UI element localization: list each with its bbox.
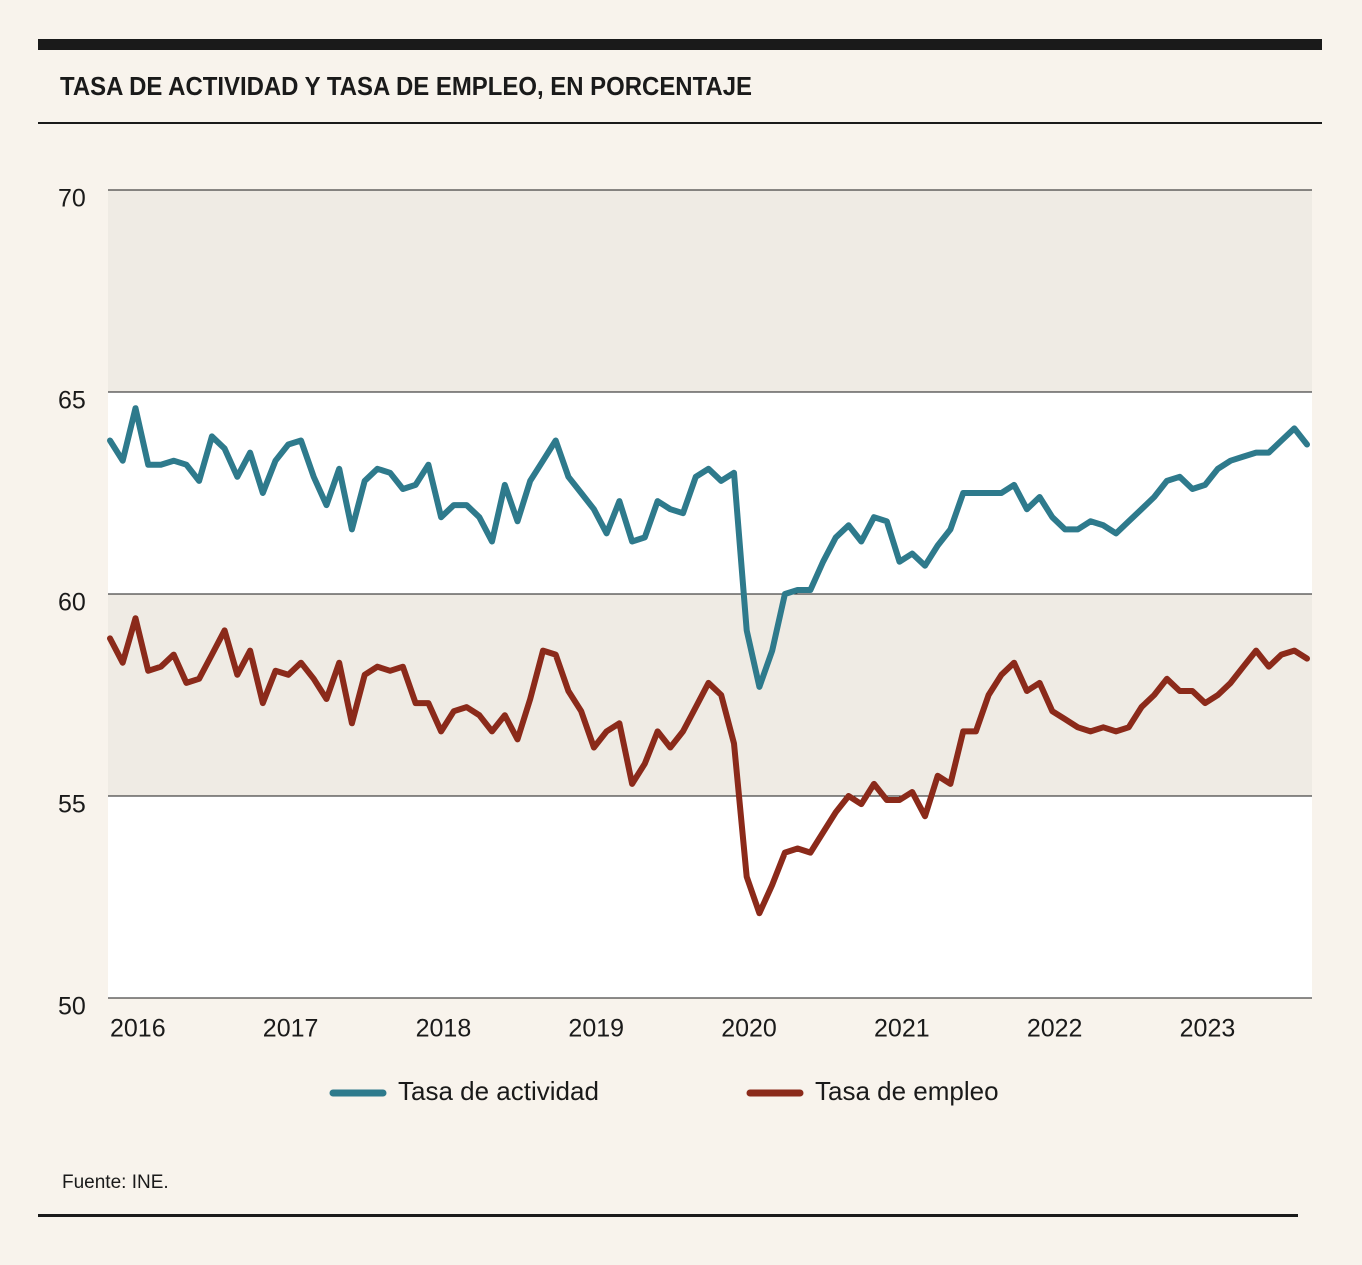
band — [108, 796, 1312, 998]
legend-label: Tasa de actividad — [398, 1076, 599, 1106]
chart-title: TASA DE ACTIVIDAD Y TASA DE EMPLEO, EN P… — [60, 71, 752, 101]
x-tick-label: 2022 — [1027, 1015, 1083, 1043]
x-tick-label: 2016 — [110, 1015, 166, 1043]
series-line — [107, 615, 1310, 917]
band — [108, 594, 1312, 796]
y-tick-label: 60 — [58, 589, 86, 617]
bottom-rule — [38, 1214, 1298, 1217]
y-tick-label: 70 — [58, 185, 86, 213]
source: Fuente: INE. — [62, 1172, 169, 1193]
series-line — [107, 405, 1310, 690]
title-rule — [38, 122, 1322, 124]
x-tick-label: 2021 — [874, 1015, 930, 1043]
y-tick-label: 50 — [58, 993, 86, 1021]
x-tick-label: 2017 — [263, 1015, 319, 1043]
x-tick-label: 2020 — [721, 1015, 777, 1043]
x-tick-label: 2018 — [416, 1015, 472, 1043]
legend-label: Tasa de empleo — [815, 1076, 999, 1106]
x-tick-label: 2023 — [1180, 1015, 1236, 1043]
y-tick-label: 65 — [58, 387, 86, 415]
top-rule — [38, 39, 1322, 50]
x-tick-label: 2019 — [568, 1015, 624, 1043]
y-tick-label: 55 — [58, 791, 86, 819]
band — [108, 190, 1312, 392]
band — [108, 392, 1312, 594]
